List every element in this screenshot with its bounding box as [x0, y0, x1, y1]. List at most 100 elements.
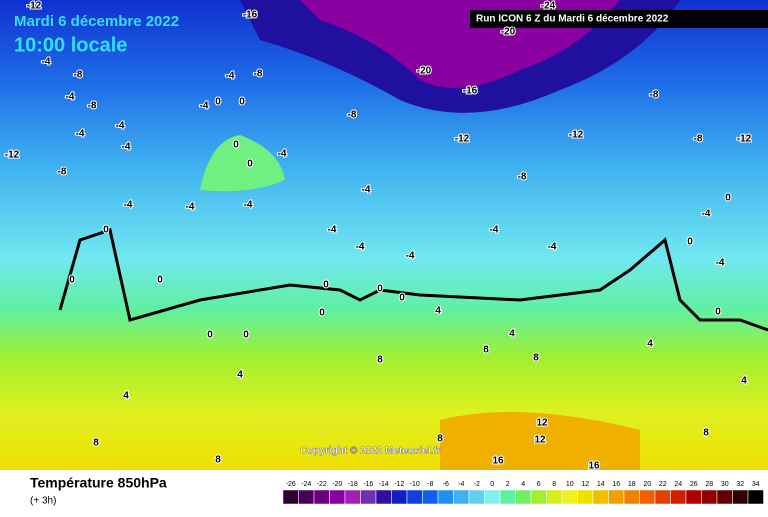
isotherm-label: -20 — [501, 27, 516, 38]
warm-zone — [440, 412, 640, 470]
scale-label: 20 — [643, 481, 651, 488]
isotherm-label: 0 — [247, 159, 253, 170]
scale-label: -20 — [332, 481, 342, 488]
isotherm-label: 0 — [207, 330, 213, 341]
scale-swatch — [608, 489, 625, 505]
scale-label: -22 — [317, 481, 327, 488]
scale-swatch — [313, 489, 330, 505]
scale-swatch — [639, 489, 656, 505]
scale-label: -26 — [286, 481, 296, 488]
scale-swatch — [484, 489, 501, 505]
isotherm-label: -4 — [200, 101, 209, 112]
isotherm-label: -4 — [356, 242, 365, 253]
footer-title: Température 850hPa — [30, 475, 167, 491]
scale-swatch — [670, 489, 687, 505]
isotherm-label: 0 — [69, 275, 75, 286]
isotherm-label: -4 — [186, 202, 195, 213]
isotherm-label: 4 — [647, 339, 653, 350]
scale-label: 26 — [690, 481, 698, 488]
isotherm-label: 8 — [215, 455, 221, 466]
isotherm-label: -4 — [278, 149, 287, 160]
scale-swatch — [623, 489, 640, 505]
scale-label: -2 — [474, 481, 480, 488]
isotherm-label: 0 — [377, 284, 383, 295]
isotherm-label: 4 — [435, 306, 441, 317]
isotherm-label: -12 — [455, 134, 470, 145]
scale-swatch — [375, 489, 392, 505]
isotherm-label: 16 — [588, 461, 600, 472]
color-scale: -26 -24 -22 -20 -18 -16 -14 -12 -10 -8 -6 -4 -2 0 2 4 6 8… — [282, 481, 764, 505]
isotherm-label: 8 — [533, 353, 539, 364]
scale-label: 4 — [521, 481, 525, 488]
scale-label: -12 — [394, 481, 404, 488]
scale-swatch — [701, 489, 718, 505]
scale-swatch — [391, 489, 408, 505]
isotherm-label: 0 — [687, 237, 693, 248]
isotherm-label: 12 — [536, 418, 548, 429]
isotherm-label: 0 — [239, 97, 245, 108]
isotherm-label: 4 — [741, 376, 747, 387]
run-box — [470, 10, 768, 28]
scale-label: 6 — [537, 481, 541, 488]
isotherm-label: -12 — [569, 130, 584, 141]
scale-swatch — [732, 489, 749, 505]
isotherm-label: 0 — [715, 307, 721, 318]
date: Mardi 6 décembre 2022 — [14, 13, 179, 30]
isotherm-label: 8 — [437, 434, 443, 445]
isotherm-labels: -12-8-4-8-4-8-4-4-4-4 -4 -4-400-4 0 0-4 -8-8-… — [4, 0, 753, 473]
scale-swatch — [592, 489, 609, 505]
scale-swatch — [716, 489, 733, 505]
isotherm-label: -4 — [124, 200, 133, 211]
scale-label: 28 — [705, 481, 713, 488]
scale-label: 14 — [597, 481, 605, 488]
scale-label: -16 — [363, 481, 373, 488]
isotherm-label: 4 — [509, 329, 515, 340]
scale-label: -18 — [348, 481, 358, 488]
scale-label: -24 — [301, 481, 311, 488]
scale-swatch — [654, 489, 671, 505]
scale-swatch — [422, 489, 439, 505]
scale-label: 22 — [659, 481, 667, 488]
scale-label: 12 — [581, 481, 589, 488]
isotherm-label: 8 — [93, 438, 99, 449]
scale-label: -8 — [427, 481, 433, 488]
isotherm-label: -16 — [243, 10, 258, 21]
scale-label: 16 — [612, 481, 620, 488]
isotherm-label: -4 — [116, 121, 125, 132]
scale-swatch — [329, 489, 346, 505]
scale-label: 18 — [628, 481, 636, 488]
scale-swatch — [685, 489, 702, 505]
scale-label: 24 — [674, 481, 682, 488]
scale-swatch — [453, 489, 470, 505]
isotherm-label: -8 — [518, 172, 527, 183]
isotherm-label: 8 — [703, 428, 709, 439]
isotherm-label: -4 — [702, 209, 711, 220]
scale-swatch — [577, 489, 594, 505]
isotherm-label: -8 — [58, 167, 67, 178]
isotherm-label: 4 — [237, 370, 243, 381]
warm-patch — [200, 135, 285, 192]
isotherm-label: -4 — [244, 200, 253, 211]
scale-label: -14 — [379, 481, 389, 488]
isotherm-label: -4 — [328, 225, 337, 236]
scale-swatch — [561, 489, 578, 505]
isotherm-label: -8 — [694, 134, 703, 145]
scale-swatch — [437, 489, 454, 505]
local-time: 10:00 locale — [14, 34, 127, 56]
scale-swatch — [515, 489, 532, 505]
isotherm-label: -20 — [417, 66, 432, 77]
isotherm-label: -4 — [406, 251, 415, 262]
scale-swatch — [747, 489, 764, 505]
isotherm-label: -8 — [650, 90, 659, 101]
isotherm-label: -4 — [122, 142, 131, 153]
isotherm-label: 0 — [215, 97, 221, 108]
scale-swatch — [546, 489, 563, 505]
scale-swatch — [282, 489, 299, 505]
scale-label: 0 — [490, 481, 494, 488]
isotherm-label: 0 — [399, 293, 405, 304]
isotherm-label: -4 — [76, 129, 85, 140]
isotherm-label: 0 — [233, 140, 239, 151]
isotherm-label: 0 — [103, 225, 109, 236]
scale-swatch — [360, 489, 377, 505]
